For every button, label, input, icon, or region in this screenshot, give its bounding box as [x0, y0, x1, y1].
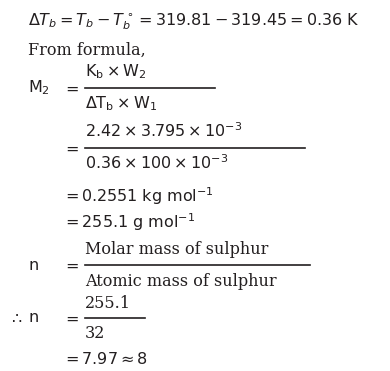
Text: Atomic mass of sulphur: Atomic mass of sulphur [85, 273, 277, 289]
Text: From formula,: From formula, [28, 42, 146, 59]
Text: $= 7.97 \approx 8$: $= 7.97 \approx 8$ [62, 351, 148, 368]
Text: $= 255.1\ \mathrm{g\ mol}^{-1}$: $= 255.1\ \mathrm{g\ mol}^{-1}$ [62, 211, 195, 233]
Text: 255.1: 255.1 [85, 295, 131, 312]
Text: $\mathrm{n}$: $\mathrm{n}$ [28, 309, 39, 326]
Text: $2.42 \times 3.795 \times 10^{-3}$: $2.42 \times 3.795 \times 10^{-3}$ [85, 123, 243, 141]
Text: 32: 32 [85, 325, 105, 341]
Text: $=$: $=$ [62, 79, 79, 96]
Text: $=$: $=$ [62, 309, 79, 326]
Text: Molar mass of sulphur: Molar mass of sulphur [85, 240, 268, 257]
Text: $= 0.2551\ \mathrm{kg\ mol}^{-1}$: $= 0.2551\ \mathrm{kg\ mol}^{-1}$ [62, 185, 214, 207]
Text: $\Delta T_b = T_b - T_b^\circ = 319.81 - 319.45 = 0.36\ \mathrm{K}$: $\Delta T_b = T_b - T_b^\circ = 319.81 -… [28, 12, 360, 32]
Text: $\mathrm{K_b \times W_2}$: $\mathrm{K_b \times W_2}$ [85, 63, 147, 81]
Text: $\mathrm{n}$: $\mathrm{n}$ [28, 256, 39, 273]
Text: $\therefore$: $\therefore$ [8, 309, 22, 326]
Text: $=$: $=$ [62, 256, 79, 273]
Text: $\mathrm{M}_2$: $\mathrm{M}_2$ [28, 79, 50, 97]
Text: $\mathrm{\Delta T_b \times W_1}$: $\mathrm{\Delta T_b \times W_1}$ [85, 95, 157, 114]
Text: $0.36 \times 100 \times 10^{-3}$: $0.36 \times 100 \times 10^{-3}$ [85, 155, 229, 173]
Text: $=$: $=$ [62, 139, 79, 157]
